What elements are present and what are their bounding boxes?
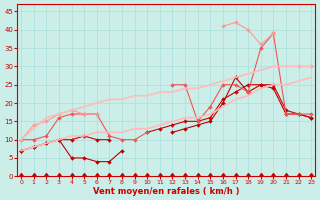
X-axis label: Vent moyen/en rafales ( km/h ): Vent moyen/en rafales ( km/h ) <box>93 187 239 196</box>
